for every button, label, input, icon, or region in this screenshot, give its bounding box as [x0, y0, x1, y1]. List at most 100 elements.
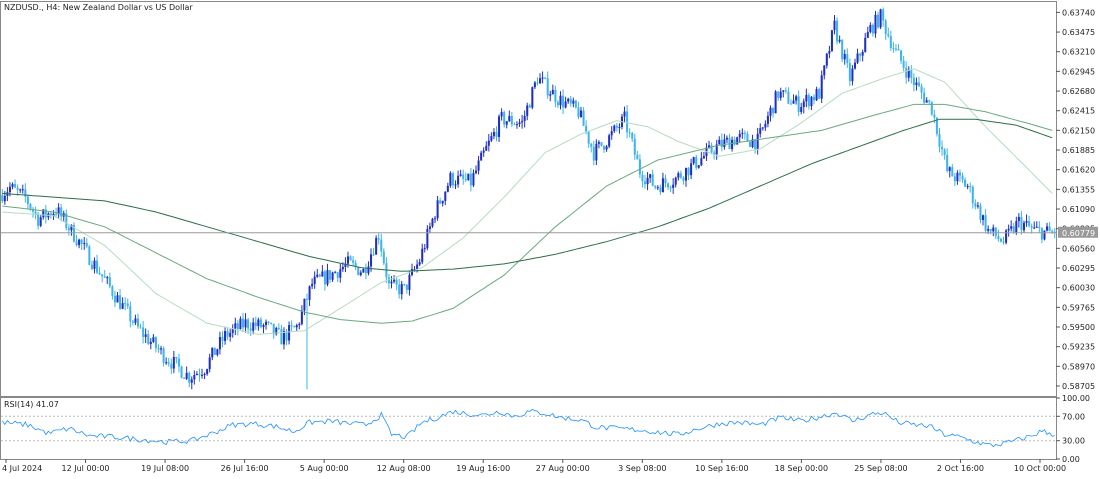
candle	[288, 321, 291, 345]
candle-body	[684, 167, 688, 181]
candle-body	[341, 266, 344, 270]
candle	[587, 131, 590, 148]
candle-body	[569, 98, 572, 104]
candle-body	[692, 157, 695, 164]
candle-body	[75, 241, 78, 246]
candle	[692, 156, 695, 165]
candle-body	[39, 217, 42, 226]
price-tick-label: 0.62150	[1062, 126, 1095, 135]
candle-body	[636, 154, 639, 160]
candle-body	[1040, 228, 1043, 240]
candle	[441, 200, 444, 207]
candle-body	[1007, 228, 1010, 231]
candle	[984, 209, 987, 234]
candle	[195, 371, 198, 376]
candle-body	[139, 326, 142, 328]
candle	[134, 314, 137, 326]
candle-body	[472, 173, 475, 186]
candle	[897, 44, 900, 51]
candle-body	[518, 122, 521, 125]
candle	[459, 169, 462, 177]
candle-body	[49, 213, 52, 216]
candle-body	[802, 101, 805, 108]
candle-body	[372, 254, 375, 256]
candle-body	[400, 284, 403, 295]
candle-body	[367, 266, 370, 274]
candle-body	[590, 143, 593, 147]
candle	[144, 328, 147, 344]
candle-body	[784, 90, 787, 92]
candle-body	[943, 149, 946, 155]
candle	[792, 94, 795, 104]
candle-body	[567, 98, 570, 102]
candle-body	[713, 152, 716, 155]
candle-body	[19, 189, 22, 191]
candle	[695, 154, 698, 170]
candle-body	[503, 112, 506, 125]
candle-body	[288, 325, 291, 341]
candle	[188, 371, 191, 388]
candle	[308, 285, 311, 306]
candle-body	[277, 327, 280, 329]
candle	[746, 131, 749, 142]
candle	[290, 320, 293, 332]
candle-body	[408, 274, 411, 290]
candle	[807, 93, 810, 110]
candle	[669, 185, 672, 193]
candle	[861, 49, 864, 62]
candle	[823, 65, 826, 80]
candle-body	[321, 271, 324, 277]
candle-body	[605, 146, 608, 150]
candle-body	[848, 63, 851, 82]
time-tick-label: 19 Aug 16:00	[456, 464, 510, 473]
candle	[774, 90, 777, 114]
candle	[743, 130, 746, 140]
candle-body	[152, 337, 155, 342]
candle	[224, 326, 227, 345]
candle-body	[887, 34, 890, 37]
candle	[88, 244, 91, 266]
candle	[892, 42, 895, 53]
candle	[536, 77, 539, 86]
candle	[549, 90, 552, 102]
candle-body	[810, 96, 813, 107]
candle	[902, 55, 905, 72]
candle-body	[974, 203, 977, 207]
candle	[1002, 236, 1005, 245]
candle	[454, 180, 457, 190]
candle-body	[485, 145, 488, 151]
candle	[815, 86, 818, 102]
candle-body	[446, 185, 449, 192]
candle	[603, 145, 606, 153]
candle	[733, 136, 736, 146]
candle-body	[323, 271, 326, 285]
candle	[282, 327, 285, 350]
candle	[769, 105, 772, 122]
candle-body	[981, 215, 985, 220]
candle	[113, 290, 116, 308]
candle	[521, 114, 524, 129]
candle-body	[170, 363, 173, 369]
candle	[626, 105, 629, 139]
candle-body	[997, 236, 1000, 239]
candle	[664, 174, 667, 188]
candle	[21, 184, 24, 194]
candle-body	[436, 200, 439, 219]
candle-body	[866, 32, 869, 38]
candle-body	[638, 159, 641, 175]
candle	[1022, 220, 1026, 233]
candle	[756, 127, 759, 155]
candle-body	[403, 284, 406, 286]
candle	[848, 58, 851, 87]
candle-body	[733, 139, 736, 145]
candle	[797, 90, 800, 117]
candle	[1, 188, 4, 204]
candle	[702, 151, 705, 160]
candle	[1015, 216, 1018, 235]
candle-body	[124, 303, 127, 305]
candle	[925, 97, 928, 103]
candle	[403, 283, 406, 287]
candle	[393, 275, 396, 284]
candle	[628, 128, 631, 138]
candle-body	[1002, 241, 1005, 243]
